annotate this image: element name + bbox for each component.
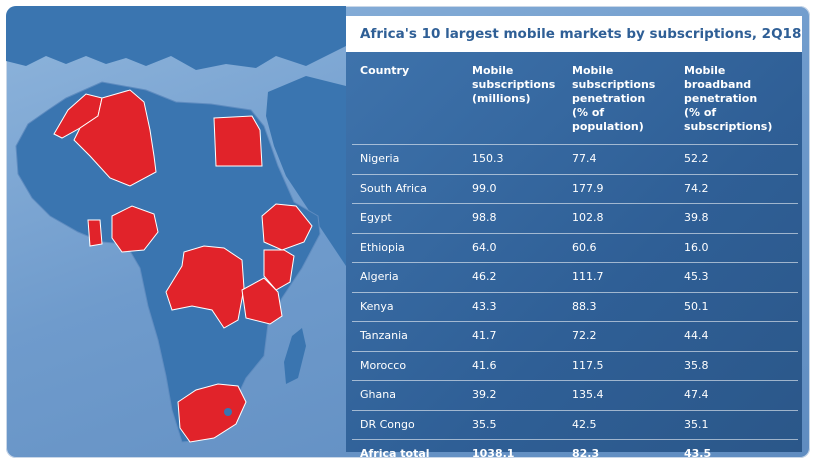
cell-penetration: 111.7 — [564, 262, 676, 292]
cell-broadband: 39.8 — [676, 203, 798, 233]
map-country-ghana — [87, 219, 103, 247]
table-row: Algeria 46.2 111.7 45.3 — [352, 262, 798, 292]
cell-subs: 98.8 — [464, 203, 564, 233]
cell-broadband: 74.2 — [676, 173, 798, 204]
cell-subs: 39.2 — [464, 380, 564, 410]
cell-penetration: 60.6 — [564, 232, 676, 263]
cell-subs: 35.5 — [464, 409, 564, 440]
cell-country: Tanzania — [352, 321, 464, 351]
map-country-dr-congo — [165, 245, 245, 329]
table-body: Nigeria 150.3 77.4 52.2 South Africa 99.0 177.… — [352, 144, 798, 458]
header-country: Country — [360, 64, 410, 77]
cell-penetration: 117.5 — [564, 350, 676, 381]
infographic-frame: Africa's 10 largest mobile markets by su… — [6, 6, 810, 458]
map-country-algeria — [73, 89, 157, 187]
header-penetration: Mobile subscriptions penetration (% of popu… — [572, 64, 656, 133]
cell-subs: 150.3 — [464, 144, 564, 174]
table-row: South Africa 99.0 177.9 74.2 — [352, 173, 798, 204]
madagascar-landmass — [284, 328, 306, 384]
table-row: Ethiopia 64.0 60.6 16.0 — [352, 232, 798, 263]
cell-subs: 46.2 — [464, 262, 564, 292]
cell-broadband: 52.2 — [676, 144, 798, 174]
table-row: Nigeria 150.3 77.4 52.2 — [352, 144, 798, 174]
header-subscriptions: Mobile subscriptions (millions) — [472, 64, 556, 105]
cell-country: Morocco — [352, 350, 464, 381]
europe-landmass — [6, 6, 346, 70]
cell-broadband: 35.8 — [676, 350, 798, 381]
cell-country: Egypt — [352, 203, 464, 233]
cell-penetration: 102.8 — [564, 203, 676, 233]
cell-penetration: 135.4 — [564, 380, 676, 410]
cell-penetration: 88.3 — [564, 291, 676, 322]
africa-map — [6, 6, 346, 458]
map-country-kenya — [263, 249, 295, 291]
cell-penetration: 177.9 — [564, 173, 676, 204]
map-country-nigeria — [111, 205, 159, 253]
cell-penetration: 72.2 — [564, 321, 676, 351]
cell-country: Kenya — [352, 291, 464, 322]
map-country-ethiopia — [261, 203, 313, 251]
cell-subs: 64.0 — [464, 232, 564, 263]
map-country-egypt — [213, 115, 263, 167]
header-broadband: Mobile broadband penetration (% of subscrip… — [684, 64, 773, 133]
cell-subs: 1038.1 — [464, 439, 564, 458]
africa-map-svg — [6, 6, 346, 443]
cell-country: Ethiopia — [352, 232, 464, 263]
cell-penetration: 77.4 — [564, 144, 676, 174]
cell-country: Nigeria — [352, 144, 464, 174]
map-country-south-africa — [177, 383, 247, 443]
table-row: Morocco 41.6 117.5 35.8 — [352, 350, 798, 381]
cell-subs: 43.3 — [464, 291, 564, 322]
table-total-row: Africa total 1038.1 82.3 43.5 — [352, 439, 798, 458]
table-row: Egypt 98.8 102.8 39.8 — [352, 203, 798, 233]
markets-table: Country Mobile subscriptions (millions) Mo… — [352, 60, 798, 458]
map-lesotho-marker — [224, 408, 232, 416]
table-header-row: Country Mobile subscriptions (millions) Mo… — [352, 60, 798, 145]
cell-subs: 41.7 — [464, 321, 564, 351]
cell-broadband: 50.1 — [676, 291, 798, 322]
cell-country: DR Congo — [352, 409, 464, 440]
cell-subs: 41.6 — [464, 350, 564, 381]
cell-penetration: 82.3 — [564, 439, 676, 458]
table-row: Tanzania 41.7 72.2 44.4 — [352, 321, 798, 351]
middle-east-landmass — [266, 76, 346, 266]
table-row: DR Congo 35.5 42.5 35.1 — [352, 409, 798, 440]
cell-country: Africa total — [352, 439, 464, 458]
cell-broadband: 47.4 — [676, 380, 798, 410]
cell-country: Algeria — [352, 262, 464, 292]
cell-broadband: 45.3 — [676, 262, 798, 292]
cell-country: Ghana — [352, 380, 464, 410]
cell-broadband: 43.5 — [676, 439, 798, 458]
cell-broadband: 44.4 — [676, 321, 798, 351]
cell-subs: 99.0 — [464, 173, 564, 204]
cell-broadband: 35.1 — [676, 409, 798, 440]
table-row: Ghana 39.2 135.4 47.4 — [352, 380, 798, 410]
table-panel: Africa's 10 largest mobile markets by su… — [346, 16, 802, 458]
table-title: Africa's 10 largest mobile markets by su… — [346, 16, 802, 52]
map-country-tanzania — [241, 277, 283, 325]
cell-broadband: 16.0 — [676, 232, 798, 263]
table-row: Kenya 43.3 88.3 50.1 — [352, 291, 798, 322]
cell-penetration: 42.5 — [564, 409, 676, 440]
cell-country: South Africa — [352, 173, 464, 204]
